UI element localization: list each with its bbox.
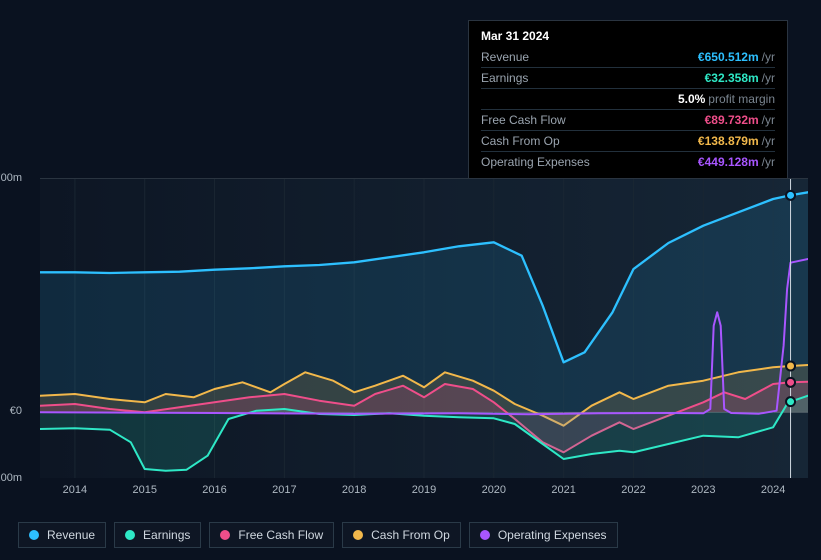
tooltip-row-label: Revenue (481, 50, 529, 64)
x-tick-label: 2024 (761, 484, 785, 496)
legend-label: Earnings (143, 528, 190, 542)
y-tick-label: €700m (0, 172, 22, 184)
tooltip-row-value: €650.512m/yr (698, 50, 775, 64)
tooltip-row-value: €32.358m/yr (705, 71, 775, 85)
tooltip-row: Free Cash Flow €89.732m/yr (481, 109, 775, 130)
financial-chart: €700m€0-€200m 20142015201620172018201920… (18, 160, 808, 480)
tooltip-row-label: Cash From Op (481, 134, 560, 148)
legend-item-revenue[interactable]: Revenue (18, 522, 106, 548)
legend-label: Operating Expenses (498, 528, 607, 542)
tooltip-row: Revenue €650.512m/yr (481, 47, 775, 67)
x-tick-label: 2018 (342, 484, 366, 496)
tooltip-date: Mar 31 2024 (481, 29, 775, 43)
legend-label: Cash From Op (371, 528, 450, 542)
x-tick-label: 2015 (132, 484, 156, 496)
chart-tooltip: Mar 31 2024 Revenue €650.512m/yr Earnings €… (468, 20, 788, 181)
legend-swatch (353, 530, 363, 540)
tooltip-row: 5.0%profit margin (481, 88, 775, 109)
chart-legend: Revenue Earnings Free Cash Flow Cash From O… (18, 522, 618, 548)
legend-label: Revenue (47, 528, 95, 542)
legend-label: Free Cash Flow (238, 528, 323, 542)
tooltip-row-value: 5.0%profit margin (678, 92, 775, 106)
y-tick-label: -€200m (0, 472, 22, 484)
x-tick-label: 2022 (621, 484, 645, 496)
x-tick-label: 2017 (272, 484, 296, 496)
x-tick-label: 2014 (63, 484, 87, 496)
x-tick-label: 2019 (412, 484, 436, 496)
y-tick-label: €0 (0, 405, 22, 417)
legend-item-operating-expenses[interactable]: Operating Expenses (469, 522, 618, 548)
legend-item-cash-from-op[interactable]: Cash From Op (342, 522, 461, 548)
x-tick-label: 2023 (691, 484, 715, 496)
chart-plot[interactable] (40, 178, 808, 478)
x-tick-label: 2016 (202, 484, 226, 496)
tooltip-row-label: Earnings (481, 71, 528, 85)
legend-item-earnings[interactable]: Earnings (114, 522, 201, 548)
tooltip-row: Cash From Op €138.879m/yr (481, 130, 775, 151)
legend-swatch (29, 530, 39, 540)
x-tick-label: 2020 (482, 484, 506, 496)
tooltip-row-value: €138.879m/yr (698, 134, 775, 148)
tooltip-row-value: €89.732m/yr (705, 113, 775, 127)
legend-swatch (480, 530, 490, 540)
legend-swatch (125, 530, 135, 540)
tooltip-row: Earnings €32.358m/yr (481, 67, 775, 88)
tooltip-row-label: Free Cash Flow (481, 113, 566, 127)
tooltip-rows: Revenue €650.512m/yr Earnings €32.358m/yr 5.… (481, 47, 775, 172)
x-tick-label: 2021 (551, 484, 575, 496)
legend-swatch (220, 530, 230, 540)
legend-item-free-cash-flow[interactable]: Free Cash Flow (209, 522, 334, 548)
